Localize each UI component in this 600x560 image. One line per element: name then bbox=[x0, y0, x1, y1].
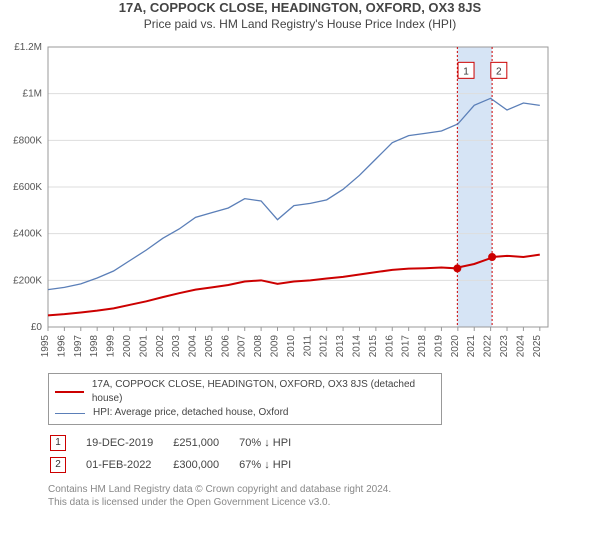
footer-attribution: Contains HM Land Registry data © Crown c… bbox=[48, 483, 600, 509]
marker-date: 01-FEB-2022 bbox=[86, 455, 171, 475]
svg-text:2004: 2004 bbox=[188, 335, 199, 358]
svg-text:2010: 2010 bbox=[286, 335, 297, 358]
svg-text:2015: 2015 bbox=[368, 335, 379, 358]
svg-text:£400K: £400K bbox=[13, 229, 42, 240]
marker-number-box: 1 bbox=[50, 435, 66, 451]
svg-text:2020: 2020 bbox=[450, 335, 461, 358]
svg-text:1995: 1995 bbox=[40, 335, 51, 358]
svg-text:2019: 2019 bbox=[433, 335, 444, 358]
legend-swatch bbox=[55, 413, 85, 414]
footer-line-1: Contains HM Land Registry data © Crown c… bbox=[48, 483, 600, 496]
marker-pct: 67% ↓ HPI bbox=[239, 455, 309, 475]
svg-text:2013: 2013 bbox=[335, 335, 346, 358]
svg-text:1: 1 bbox=[463, 66, 469, 77]
legend-row: HPI: Average price, detached house, Oxfo… bbox=[55, 406, 435, 420]
svg-text:2021: 2021 bbox=[466, 335, 477, 358]
svg-text:2011: 2011 bbox=[302, 335, 313, 357]
footer-line-2: This data is licensed under the Open Gov… bbox=[48, 496, 600, 509]
chart-subtitle: Price paid vs. HM Land Registry's House … bbox=[0, 17, 600, 31]
marker-number-box: 2 bbox=[50, 457, 66, 473]
svg-text:£0: £0 bbox=[31, 322, 43, 333]
legend-label: 17A, COPPOCK CLOSE, HEADINGTON, OXFORD, … bbox=[92, 378, 435, 406]
svg-text:£600K: £600K bbox=[13, 182, 42, 193]
svg-text:2: 2 bbox=[496, 66, 502, 77]
svg-text:2000: 2000 bbox=[122, 335, 133, 358]
svg-text:2009: 2009 bbox=[270, 335, 281, 358]
svg-text:£800K: £800K bbox=[13, 135, 42, 146]
svg-text:2023: 2023 bbox=[499, 335, 510, 358]
svg-text:2012: 2012 bbox=[319, 335, 330, 358]
legend-swatch bbox=[55, 391, 84, 393]
svg-text:2007: 2007 bbox=[237, 335, 248, 358]
svg-text:1999: 1999 bbox=[106, 335, 117, 358]
svg-text:2024: 2024 bbox=[515, 335, 526, 358]
marker-table: 1 19-DEC-2019£251,00070% ↓ HPI 2 01-FEB-202… bbox=[48, 431, 311, 477]
legend-box: 17A, COPPOCK CLOSE, HEADINGTON, OXFORD, … bbox=[48, 373, 442, 425]
marker-price: £251,000 bbox=[173, 433, 237, 453]
svg-text:2025: 2025 bbox=[532, 335, 543, 358]
svg-text:2014: 2014 bbox=[351, 335, 362, 358]
svg-text:£1.2M: £1.2M bbox=[14, 42, 42, 53]
svg-text:2001: 2001 bbox=[138, 335, 149, 358]
svg-text:1996: 1996 bbox=[56, 335, 67, 358]
svg-text:2017: 2017 bbox=[401, 335, 412, 358]
svg-text:2005: 2005 bbox=[204, 335, 215, 358]
legend-row: 17A, COPPOCK CLOSE, HEADINGTON, OXFORD, … bbox=[55, 378, 435, 406]
svg-text:£1M: £1M bbox=[23, 89, 42, 100]
marker-price: £300,000 bbox=[173, 455, 237, 475]
marker-pct: 70% ↓ HPI bbox=[239, 433, 309, 453]
svg-text:2022: 2022 bbox=[483, 335, 494, 358]
svg-text:2002: 2002 bbox=[155, 335, 166, 358]
svg-text:2008: 2008 bbox=[253, 335, 264, 358]
svg-text:2016: 2016 bbox=[384, 335, 395, 358]
svg-text:1998: 1998 bbox=[89, 335, 100, 358]
svg-text:2018: 2018 bbox=[417, 335, 428, 358]
svg-text:£200K: £200K bbox=[13, 275, 42, 286]
marker-date: 19-DEC-2019 bbox=[86, 433, 171, 453]
svg-text:1997: 1997 bbox=[73, 335, 84, 358]
line-chart-svg: £0 £200K £400K £600K £800K £1M £1.2M 1995 1996 19… bbox=[0, 37, 560, 367]
chart-area: £0 £200K £400K £600K £800K £1M £1.2M 1995 1996 19… bbox=[0, 37, 600, 367]
chart-title: 17A, COPPOCK CLOSE, HEADINGTON, OXFORD, … bbox=[0, 0, 600, 15]
svg-text:2003: 2003 bbox=[171, 335, 182, 358]
marker-row: 1 19-DEC-2019£251,00070% ↓ HPI bbox=[50, 433, 309, 453]
marker-row: 2 01-FEB-2022£300,00067% ↓ HPI bbox=[50, 455, 309, 475]
svg-text:2006: 2006 bbox=[220, 335, 231, 358]
legend-label: HPI: Average price, detached house, Oxfo… bbox=[93, 406, 289, 420]
